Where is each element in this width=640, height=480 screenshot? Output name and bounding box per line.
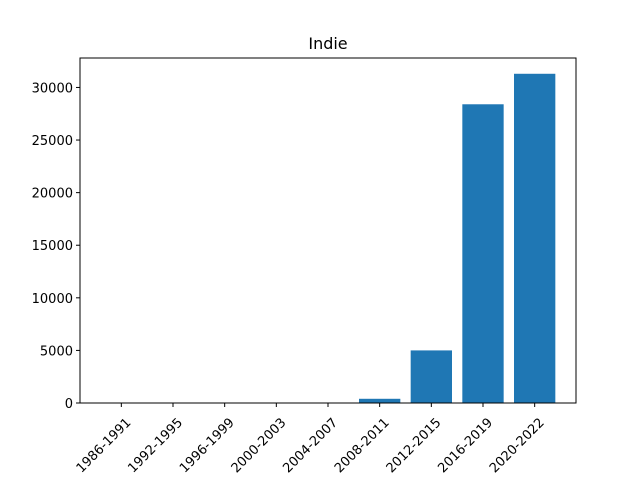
bar-2012-2015 <box>410 350 452 403</box>
bar-2016-2019 <box>462 104 504 403</box>
y-tick-label: 30000 <box>32 81 73 96</box>
bar-2020-2022 <box>514 73 556 403</box>
y-tick-label: 20000 <box>32 187 73 202</box>
y-tick-label: 0 <box>65 397 73 412</box>
y-tick-label: 5000 <box>40 344 73 359</box>
chart-title: Indie <box>308 34 347 53</box>
y-tick-label: 25000 <box>32 134 73 149</box>
bars-group <box>100 73 556 403</box>
y-tick-label: 10000 <box>32 292 73 307</box>
bar-2008-2011 <box>359 398 401 403</box>
y-axis-ticks: 0 5000 10000 15000 20000 25000 30000 <box>32 81 80 412</box>
plot-frame <box>79 57 577 404</box>
y-tick-label: 15000 <box>32 239 73 254</box>
